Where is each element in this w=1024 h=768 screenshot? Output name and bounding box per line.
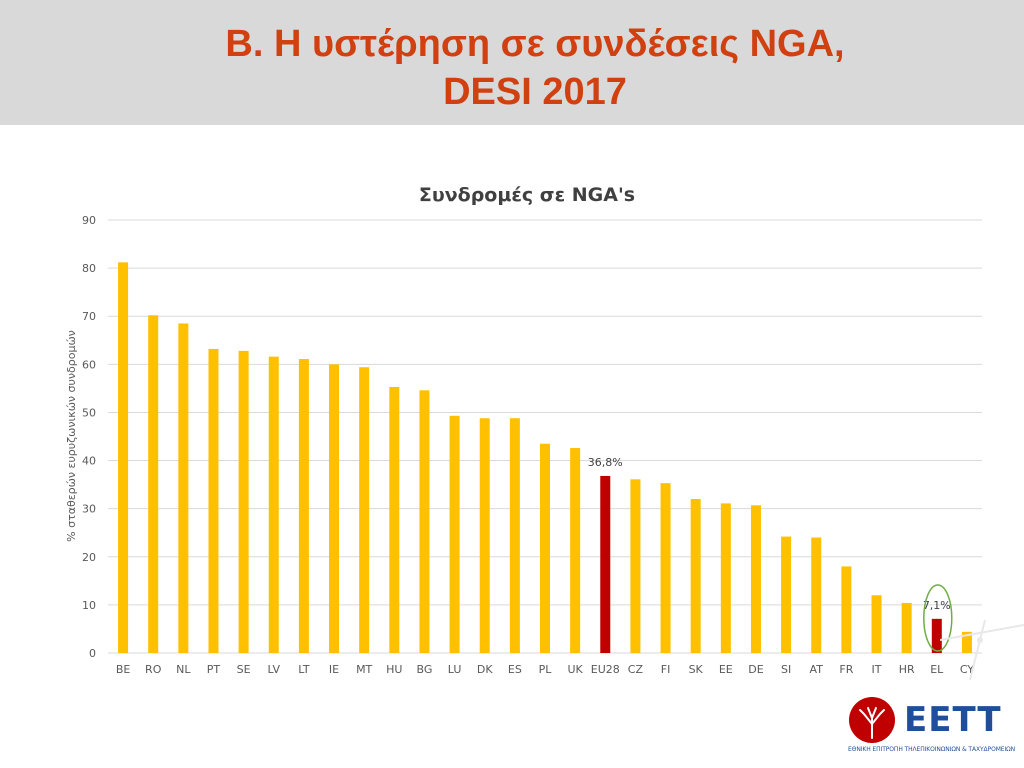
bar-pl [540, 443, 550, 653]
y-tick-label: 70 [82, 310, 96, 323]
bar-eu28 [600, 475, 611, 653]
y-tick-label: 30 [82, 503, 96, 516]
x-tick-label: AT [810, 663, 824, 676]
y-tick-label: 60 [82, 358, 96, 371]
x-tick-label: IT [872, 663, 882, 676]
x-tick-label: HR [899, 663, 915, 676]
x-tick-label: LV [268, 663, 281, 676]
bar-se [238, 350, 249, 653]
x-tick-label: IE [329, 663, 339, 676]
bar-it [871, 595, 882, 653]
x-tick-label: HU [386, 663, 402, 676]
data-label: 7,1% [923, 599, 951, 612]
bar-de [750, 505, 761, 653]
logo-subtitle: ΕΘΝΙΚΗ ΕΠΙΤΡΟΠΗ ΤΗΛΕΠΙΚΟΙΝΩΝΙΩΝ & ΤΑΧΥΔΡ… [848, 746, 1016, 753]
x-tick-label: UK [568, 663, 584, 676]
y-tick-label: 40 [82, 455, 96, 468]
slide-title: B. Η υστέρηση σε συνδέσεις NGA, DESI 201… [0, 20, 1024, 116]
bar-lv [268, 356, 279, 653]
bar-cz [630, 479, 641, 653]
x-tick-label: PT [207, 663, 221, 676]
bar-dk [479, 418, 490, 653]
y-tick-label: 0 [89, 647, 96, 660]
x-tick-label: NL [176, 663, 191, 676]
highlight-circle [923, 584, 953, 652]
x-tick-label: DE [748, 663, 763, 676]
x-tick-label: EL [930, 663, 944, 676]
x-tick-label: LU [448, 663, 462, 676]
bar-at [811, 537, 822, 653]
decorative-lines [940, 619, 1024, 680]
x-tick-label: FI [661, 663, 671, 676]
bar-ee [720, 503, 731, 653]
y-tick-label: 20 [82, 551, 96, 564]
bar-el [931, 618, 942, 653]
bar-sk [690, 499, 701, 653]
x-tick-label: PL [539, 663, 553, 676]
x-tick-label: FR [839, 663, 853, 676]
bar-si [781, 536, 792, 653]
bar-lu [449, 415, 460, 653]
bar-ro [148, 315, 159, 653]
logo-emblem-icon [849, 697, 895, 743]
bar-pt [208, 348, 219, 653]
bar-hr [901, 602, 912, 653]
bar-cy [961, 631, 972, 653]
slide-title-line-1: B. Η υστέρηση σε συνδέσεις NGA, [225, 23, 845, 65]
x-tick-label: DK [477, 663, 493, 676]
x-tick-label: SK [689, 663, 704, 676]
y-tick-label: 80 [82, 262, 96, 275]
y-tick-label: 50 [82, 406, 96, 419]
y-axis-label: % σταθερών ευρυζωνικών συνδρομών [65, 330, 78, 542]
bar-lt [298, 359, 309, 653]
x-tick-label: CY [960, 663, 974, 676]
bar-es [509, 418, 520, 653]
x-tick-label: CZ [628, 663, 644, 676]
x-tick-label: LT [298, 663, 310, 676]
x-tick-label: RO [145, 663, 162, 676]
y-tick-label: 10 [82, 599, 96, 612]
bar-be [118, 262, 129, 653]
x-tick-label: MT [356, 663, 372, 676]
bar-nl [178, 323, 189, 653]
bar-ie [329, 364, 340, 653]
x-tick-label: BE [116, 663, 131, 676]
bar-hu [389, 386, 400, 653]
bar-fr [841, 566, 852, 653]
chart-title: Συνδρομές σε NGA's [418, 184, 636, 206]
x-tick-label: SI [781, 663, 791, 676]
y-tick-label: 90 [82, 214, 96, 227]
bar-uk [570, 448, 581, 653]
data-label: 36,8% [588, 456, 623, 469]
x-tick-label: SE [237, 663, 251, 676]
bar-fi [660, 483, 671, 653]
slide-title-line-2: DESI 2017 [443, 71, 627, 113]
x-tick-label: ES [508, 663, 522, 676]
header-band [0, 0, 1024, 125]
eett-logo: EETT ΕΘΝΙΚΗ ΕΠΙΤΡΟΠΗ ΤΗΛΕΠΙΚΟΙΝΩΝΙΩΝ & Τ… [848, 696, 1018, 764]
x-tick-label: EE [719, 663, 733, 676]
bar-mt [359, 367, 370, 653]
logo-wordmark: EETT [904, 700, 1002, 740]
x-tick-label: BG [417, 663, 433, 676]
x-tick-label: EU28 [591, 663, 620, 676]
bar-bg [419, 390, 430, 653]
